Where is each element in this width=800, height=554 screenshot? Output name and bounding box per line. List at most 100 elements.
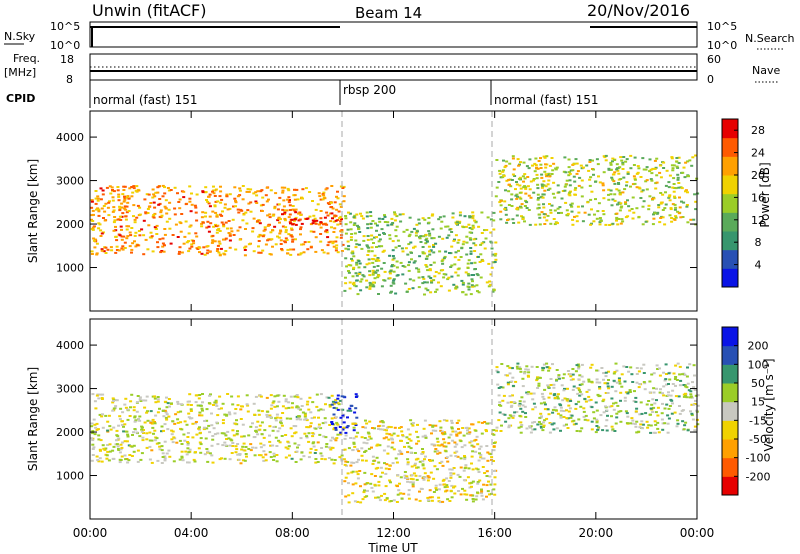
velocity-cell bbox=[481, 498, 485, 501]
velocity-cell bbox=[167, 415, 171, 418]
power-cell bbox=[372, 265, 376, 268]
velocity-cell bbox=[314, 449, 318, 451]
power-cell bbox=[394, 246, 398, 249]
velocity-cell bbox=[303, 415, 307, 418]
power-cell bbox=[160, 214, 164, 217]
power-cell bbox=[518, 163, 521, 166]
power-cell bbox=[111, 199, 115, 202]
power-cell bbox=[669, 208, 673, 211]
power-cell bbox=[285, 209, 289, 212]
velocity-cell bbox=[524, 412, 527, 415]
power-cell bbox=[130, 248, 134, 251]
velocity-cell bbox=[90, 425, 94, 428]
power-cell bbox=[442, 257, 446, 260]
velocity-cell bbox=[552, 422, 556, 425]
velocity-cell bbox=[689, 393, 693, 396]
velocity-cell bbox=[495, 429, 498, 432]
velocity-cell bbox=[370, 446, 373, 449]
power-cell bbox=[601, 182, 605, 185]
power-cell bbox=[124, 208, 128, 211]
velocity-cell bbox=[351, 422, 355, 425]
power-cell bbox=[288, 213, 292, 216]
velocity-cell bbox=[132, 431, 135, 434]
velocity-cell bbox=[549, 378, 553, 380]
velocity-cell bbox=[124, 406, 128, 409]
power-cell bbox=[662, 167, 666, 169]
velocity-cell bbox=[183, 439, 187, 442]
power-cell bbox=[659, 202, 663, 205]
velocity-cell bbox=[390, 437, 394, 440]
power-cell bbox=[430, 281, 434, 284]
velocity-cell bbox=[406, 463, 410, 466]
velocity-cell bbox=[580, 363, 584, 366]
velocity-cell bbox=[679, 379, 683, 382]
velocity-cell bbox=[492, 429, 496, 432]
power-cell bbox=[124, 215, 128, 218]
velocity-cell bbox=[412, 472, 416, 475]
power-cell bbox=[577, 184, 581, 187]
velocity-cell bbox=[450, 496, 454, 499]
velocity-cell bbox=[216, 432, 220, 435]
power-cell bbox=[368, 281, 372, 284]
power-cell bbox=[408, 216, 412, 219]
power-cell bbox=[467, 274, 471, 277]
power-cell bbox=[314, 222, 318, 225]
power-cell bbox=[90, 214, 94, 217]
power-cell bbox=[110, 186, 114, 189]
velocity-cell bbox=[668, 378, 672, 381]
power-cell bbox=[479, 276, 483, 279]
velocity-cell bbox=[238, 453, 242, 456]
velocity-cell bbox=[497, 394, 501, 397]
power-cell bbox=[319, 226, 323, 229]
power-cell bbox=[676, 210, 680, 213]
power-cell bbox=[350, 259, 354, 262]
power-cell bbox=[667, 186, 671, 189]
velocity-cell bbox=[415, 478, 419, 481]
power-cell bbox=[259, 251, 263, 254]
power-cell bbox=[321, 193, 325, 196]
velocity-cell bbox=[259, 446, 263, 449]
power-cell bbox=[339, 185, 343, 188]
power-cell bbox=[147, 205, 151, 208]
velocity-cell bbox=[379, 466, 383, 469]
velocity-cell bbox=[482, 483, 486, 486]
power-cell bbox=[602, 213, 606, 216]
velocity-cell bbox=[249, 425, 253, 428]
velocity-cell bbox=[654, 423, 658, 426]
velocity-cell bbox=[168, 405, 171, 408]
time-tick-label: 04:00 bbox=[174, 526, 209, 540]
power-cell bbox=[233, 197, 237, 200]
power-cell bbox=[357, 243, 361, 246]
velocity-cell bbox=[314, 461, 318, 464]
power-cell bbox=[442, 273, 446, 276]
power-cell bbox=[176, 192, 179, 195]
power-cell bbox=[406, 253, 410, 256]
velocity-cell bbox=[170, 433, 174, 436]
velocity-cell bbox=[620, 385, 624, 388]
velocity-cell bbox=[385, 432, 389, 435]
power-cell bbox=[145, 193, 149, 196]
power-cell bbox=[277, 217, 281, 220]
power-cell bbox=[103, 210, 107, 213]
velocity-cell bbox=[317, 409, 321, 412]
power-cell bbox=[118, 205, 122, 208]
velocity-cell bbox=[324, 421, 328, 424]
velocity-cell bbox=[115, 443, 119, 446]
velocity-colorbar-swatch bbox=[722, 327, 738, 347]
velocity-cell bbox=[95, 422, 99, 425]
velocity-cell bbox=[132, 444, 136, 447]
velocity-cell bbox=[365, 495, 369, 498]
power-cell bbox=[675, 157, 679, 159]
power-cell bbox=[179, 230, 183, 233]
power-cell bbox=[223, 206, 227, 209]
velocity-cell bbox=[344, 460, 348, 463]
power-cell bbox=[306, 248, 310, 251]
power-cell bbox=[474, 221, 478, 224]
velocity-cell bbox=[164, 411, 168, 414]
power-cell bbox=[650, 172, 654, 175]
power-cell bbox=[609, 193, 613, 196]
power-cell bbox=[219, 247, 223, 250]
velocity-cell bbox=[407, 497, 411, 500]
power-cell bbox=[657, 206, 661, 209]
power-cell bbox=[616, 169, 620, 172]
